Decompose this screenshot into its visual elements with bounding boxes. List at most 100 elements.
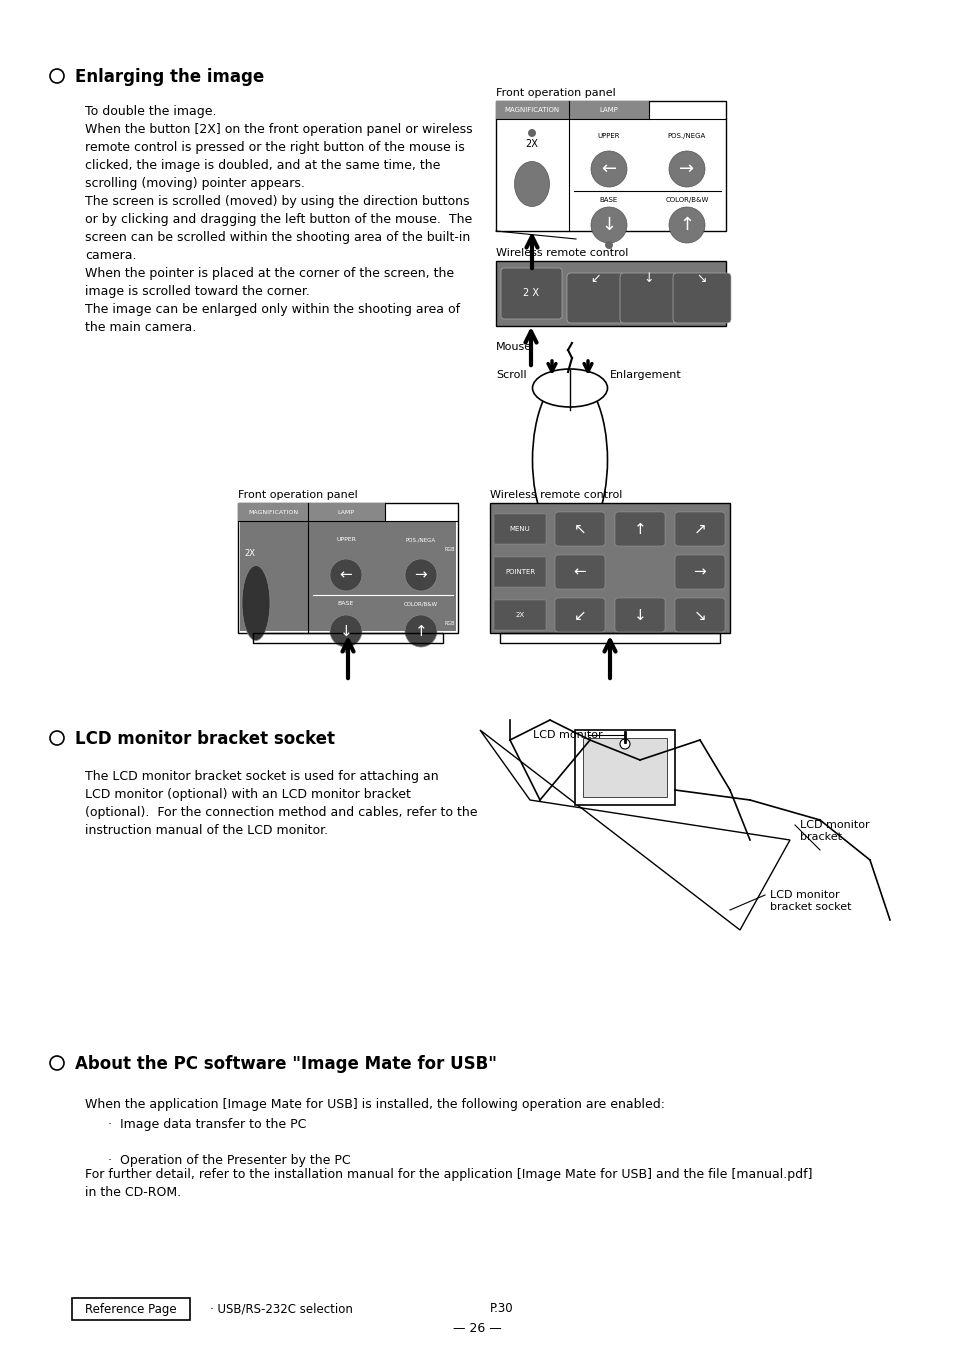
- Text: — 26 —: — 26 —: [452, 1321, 501, 1335]
- Text: LCD monitor bracket socket: LCD monitor bracket socket: [75, 730, 335, 748]
- Text: ·  Operation of the Presenter by the PC: · Operation of the Presenter by the PC: [108, 1154, 351, 1167]
- Text: Wireless remote control: Wireless remote control: [490, 490, 621, 500]
- Text: ↙: ↙: [573, 608, 586, 623]
- Bar: [237, 503, 457, 634]
- Bar: [575, 730, 675, 805]
- Circle shape: [330, 559, 361, 590]
- Text: ·  Image data transfer to the PC: · Image data transfer to the PC: [108, 1119, 306, 1131]
- Bar: [496, 261, 725, 326]
- Text: clicked, the image is doubled, and at the same time, the: clicked, the image is doubled, and at th…: [85, 159, 440, 172]
- Text: in the CD-ROM.: in the CD-ROM.: [85, 1186, 181, 1198]
- Circle shape: [341, 644, 350, 653]
- Text: The image can be enlarged only within the shooting area of: The image can be enlarged only within th…: [85, 303, 459, 316]
- Text: ↑: ↑: [633, 521, 646, 536]
- Ellipse shape: [532, 376, 607, 544]
- Bar: [499, 634, 720, 643]
- Text: LCD monitor
bracket: LCD monitor bracket: [800, 820, 869, 842]
- Text: →: →: [693, 565, 705, 580]
- Circle shape: [590, 207, 626, 243]
- Text: POS./NEGA: POS./NEGA: [667, 132, 705, 139]
- Bar: [71, 1298, 190, 1320]
- FancyBboxPatch shape: [555, 555, 604, 589]
- Circle shape: [668, 151, 704, 186]
- Text: ↙: ↙: [590, 273, 600, 285]
- Text: P.30: P.30: [490, 1302, 513, 1316]
- Text: ←: ←: [573, 565, 586, 580]
- Text: screen can be scrolled within the shooting area of the built-in: screen can be scrolled within the shooti…: [85, 231, 470, 245]
- Bar: [496, 101, 568, 119]
- Text: POS./NEGA: POS./NEGA: [406, 536, 436, 542]
- FancyBboxPatch shape: [494, 557, 545, 586]
- Text: Front operation panel: Front operation panel: [237, 490, 357, 500]
- Text: COLOR/B&W: COLOR/B&W: [403, 601, 437, 607]
- Text: ↓: ↓: [643, 273, 654, 285]
- Text: →: →: [679, 159, 694, 178]
- FancyBboxPatch shape: [675, 555, 724, 589]
- Text: BASE: BASE: [599, 197, 618, 203]
- Text: LCD monitor (optional) with an LCD monitor bracket: LCD monitor (optional) with an LCD monit…: [85, 788, 411, 801]
- Text: ↓: ↓: [600, 216, 616, 234]
- Bar: [240, 521, 456, 631]
- Text: ↑: ↑: [415, 624, 427, 639]
- Text: →: →: [415, 567, 427, 582]
- Text: Scroll: Scroll: [496, 370, 526, 380]
- Text: scrolling (moving) pointer appears.: scrolling (moving) pointer appears.: [85, 177, 305, 190]
- Text: MAGNIFICATION: MAGNIFICATION: [248, 509, 297, 515]
- Text: ↖: ↖: [573, 521, 586, 536]
- Ellipse shape: [514, 162, 549, 207]
- Bar: [237, 503, 308, 521]
- FancyBboxPatch shape: [500, 267, 561, 319]
- Text: For further detail, refer to the installation manual for the application [Image : For further detail, refer to the install…: [85, 1169, 812, 1181]
- FancyBboxPatch shape: [615, 512, 664, 546]
- Text: LCD monitor: LCD monitor: [533, 730, 602, 740]
- Bar: [568, 101, 648, 119]
- Text: LAMP: LAMP: [337, 509, 355, 515]
- Text: image is scrolled toward the corner.: image is scrolled toward the corner.: [85, 285, 310, 299]
- Circle shape: [405, 559, 436, 590]
- FancyBboxPatch shape: [555, 512, 604, 546]
- Text: LCD monitor
bracket socket: LCD monitor bracket socket: [769, 890, 851, 912]
- Text: UPPER: UPPER: [335, 536, 355, 542]
- Text: ↓: ↓: [339, 624, 352, 639]
- Text: LAMP: LAMP: [598, 107, 618, 113]
- Text: The LCD monitor bracket socket is used for attaching an: The LCD monitor bracket socket is used f…: [85, 770, 438, 784]
- Circle shape: [405, 615, 436, 647]
- Text: ↓: ↓: [633, 608, 646, 623]
- Ellipse shape: [242, 566, 270, 640]
- Text: Mouse: Mouse: [496, 342, 532, 353]
- Text: ↘: ↘: [696, 273, 706, 285]
- Bar: [582, 738, 666, 797]
- Text: Reference Page: Reference Page: [85, 1302, 176, 1316]
- FancyBboxPatch shape: [566, 273, 624, 323]
- Text: RGB: RGB: [444, 547, 455, 553]
- FancyBboxPatch shape: [672, 273, 730, 323]
- Bar: [490, 503, 729, 634]
- Text: ←: ←: [339, 567, 352, 582]
- Text: When the pointer is placed at the corner of the screen, the: When the pointer is placed at the corner…: [85, 267, 454, 280]
- FancyBboxPatch shape: [675, 512, 724, 546]
- Circle shape: [604, 240, 613, 249]
- FancyBboxPatch shape: [675, 598, 724, 632]
- Text: the main camera.: the main camera.: [85, 322, 196, 334]
- Text: Enlarging the image: Enlarging the image: [75, 68, 264, 86]
- Text: ←: ←: [600, 159, 616, 178]
- FancyBboxPatch shape: [619, 273, 678, 323]
- Text: COLOR/B&W: COLOR/B&W: [664, 197, 708, 203]
- Text: 2X: 2X: [515, 612, 524, 617]
- Text: 2 X: 2 X: [522, 288, 538, 299]
- FancyBboxPatch shape: [494, 600, 545, 630]
- Text: When the application [Image Mate for USB] is installed, the following operation : When the application [Image Mate for USB…: [85, 1098, 664, 1111]
- Text: ↘: ↘: [693, 608, 705, 623]
- Text: Wireless remote control: Wireless remote control: [496, 249, 628, 258]
- Text: To double the image.: To double the image.: [85, 105, 216, 118]
- FancyBboxPatch shape: [494, 513, 545, 544]
- Circle shape: [527, 128, 536, 136]
- Text: camera.: camera.: [85, 249, 136, 262]
- Text: The screen is scrolled (moved) by using the direction buttons: The screen is scrolled (moved) by using …: [85, 195, 469, 208]
- Text: MENU: MENU: [509, 526, 530, 532]
- Bar: [253, 634, 442, 643]
- Bar: [496, 101, 725, 231]
- Circle shape: [619, 739, 629, 748]
- Text: BASE: BASE: [337, 601, 354, 607]
- Text: Enlargement: Enlargement: [609, 370, 681, 380]
